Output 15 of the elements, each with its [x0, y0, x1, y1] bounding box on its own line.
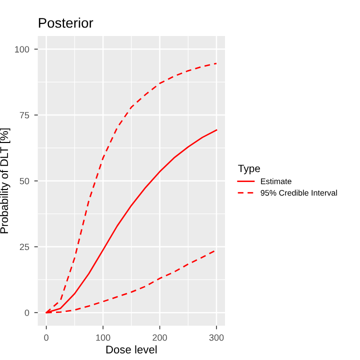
- y-tick-label: 25: [20, 244, 30, 250]
- legend-label: 95% Credible Interval: [260, 190, 337, 196]
- x-tick-label: 0: [44, 334, 48, 341]
- y-tick-label: 100: [15, 46, 30, 53]
- legend-label: Estimate: [261, 178, 292, 184]
- x-tick-label: 200: [152, 334, 167, 341]
- y-tick-label: 75: [20, 112, 30, 118]
- x-axis-title: Dose level: [106, 345, 157, 354]
- y-axis-title: Probability of DLT [%]: [0, 128, 10, 234]
- x-tick-label: 100: [96, 334, 110, 341]
- chart-title: Posterior: [38, 18, 94, 28]
- x-tick-label: 300: [209, 334, 224, 341]
- y-tick-label: 50: [20, 178, 30, 184]
- y-tick-label: 0: [24, 310, 30, 316]
- legend-title: Type: [238, 164, 260, 174]
